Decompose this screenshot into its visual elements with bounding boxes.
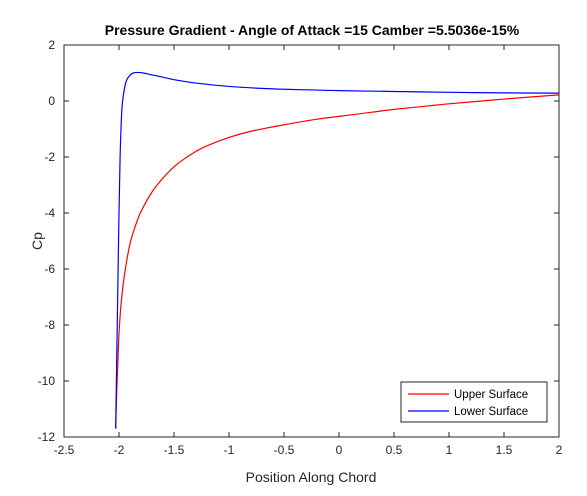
legend-box	[400, 381, 548, 423]
series-line-upper-surface	[115, 94, 560, 429]
x-tick-label-6: 0.5	[386, 443, 403, 457]
legend-label-upper-surface: Upper Surface	[454, 389, 528, 401]
x-tick-label-4: -0.5	[274, 443, 295, 457]
x-tick-label-7: 1	[446, 443, 453, 457]
x-axis-label: Position Along Chord	[246, 469, 377, 485]
y-tick-label-5: -8	[44, 318, 55, 332]
y-tick-label-1: 0	[48, 94, 55, 108]
y-tick-label-7: -12	[38, 430, 56, 444]
y-axis-label: Cp	[29, 232, 45, 250]
x-tick-label-3: -1	[224, 443, 235, 457]
series-line-lower-surface	[115, 71, 560, 429]
x-tick-label-2: -1.5	[164, 443, 185, 457]
y-tick-label-2: -2	[44, 150, 55, 164]
x-tick-label-8: 1.5	[496, 443, 513, 457]
x-tick-label-5: 0	[336, 443, 343, 457]
x-tick-label-0: -2.5	[54, 443, 75, 457]
series-layer	[115, 71, 560, 429]
y-tick-label-3: -4	[44, 206, 55, 220]
chart-title: Pressure Gradient - Angle of Attack =15 …	[105, 22, 520, 38]
plot-frame	[63, 44, 560, 438]
axis-ticks: -2.5 -2 -1.5 -1 -0.5 0 0.5 1 1.5 2 2 0 -2 -4 -6 -8 -10 -1…	[38, 38, 563, 457]
y-tick-label-0: 2	[48, 38, 55, 52]
y-tick-label-6: -10	[38, 374, 56, 388]
legend: Upper Surface Lower Surface	[400, 381, 548, 423]
legend-label-lower-surface: Lower Surface	[454, 406, 528, 418]
y-tick-label-4: -6	[44, 262, 55, 276]
x-tick-label-1: -2	[114, 443, 125, 457]
x-tick-label-9: 2	[556, 443, 563, 457]
